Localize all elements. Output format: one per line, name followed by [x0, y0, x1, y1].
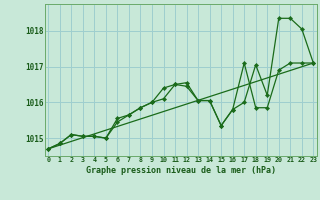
X-axis label: Graphe pression niveau de la mer (hPa): Graphe pression niveau de la mer (hPa) [86, 166, 276, 175]
